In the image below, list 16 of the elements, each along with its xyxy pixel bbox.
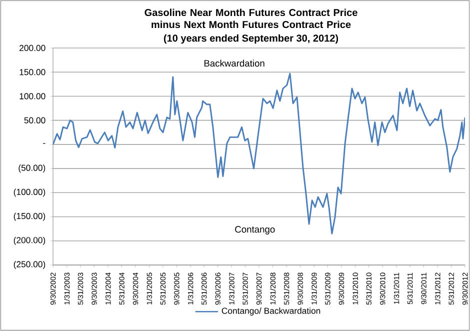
y-tick-label: - [43,143,46,144]
y-tick-label: 50.00 [24,117,46,124]
annotation: Contango [235,226,275,234]
y-tick-label: 150.00 [20,69,46,76]
y-tick-label: (200.00) [14,236,46,245]
chart-title: Gasoline Near Month Futures Contract Price minus Next Month Futures Contract Price [144,8,358,28]
y-tick-label: (250.00) [14,260,46,270]
legend-label: Contango/ Backwardation [222,308,320,316]
y-tick-label: (50.00) [18,164,46,173]
line-series [53,72,465,234]
y-tick-label: (150.00) [14,212,46,221]
annotation: Backwardation [204,60,264,67]
y-tick-label: 200.00 [20,44,46,52]
y-tick-label: (100.00) [14,188,46,197]
chart-subtitle: (10 years ended September 30, 2012) [164,34,338,44]
y-tick-label: 100.00 [20,93,46,100]
